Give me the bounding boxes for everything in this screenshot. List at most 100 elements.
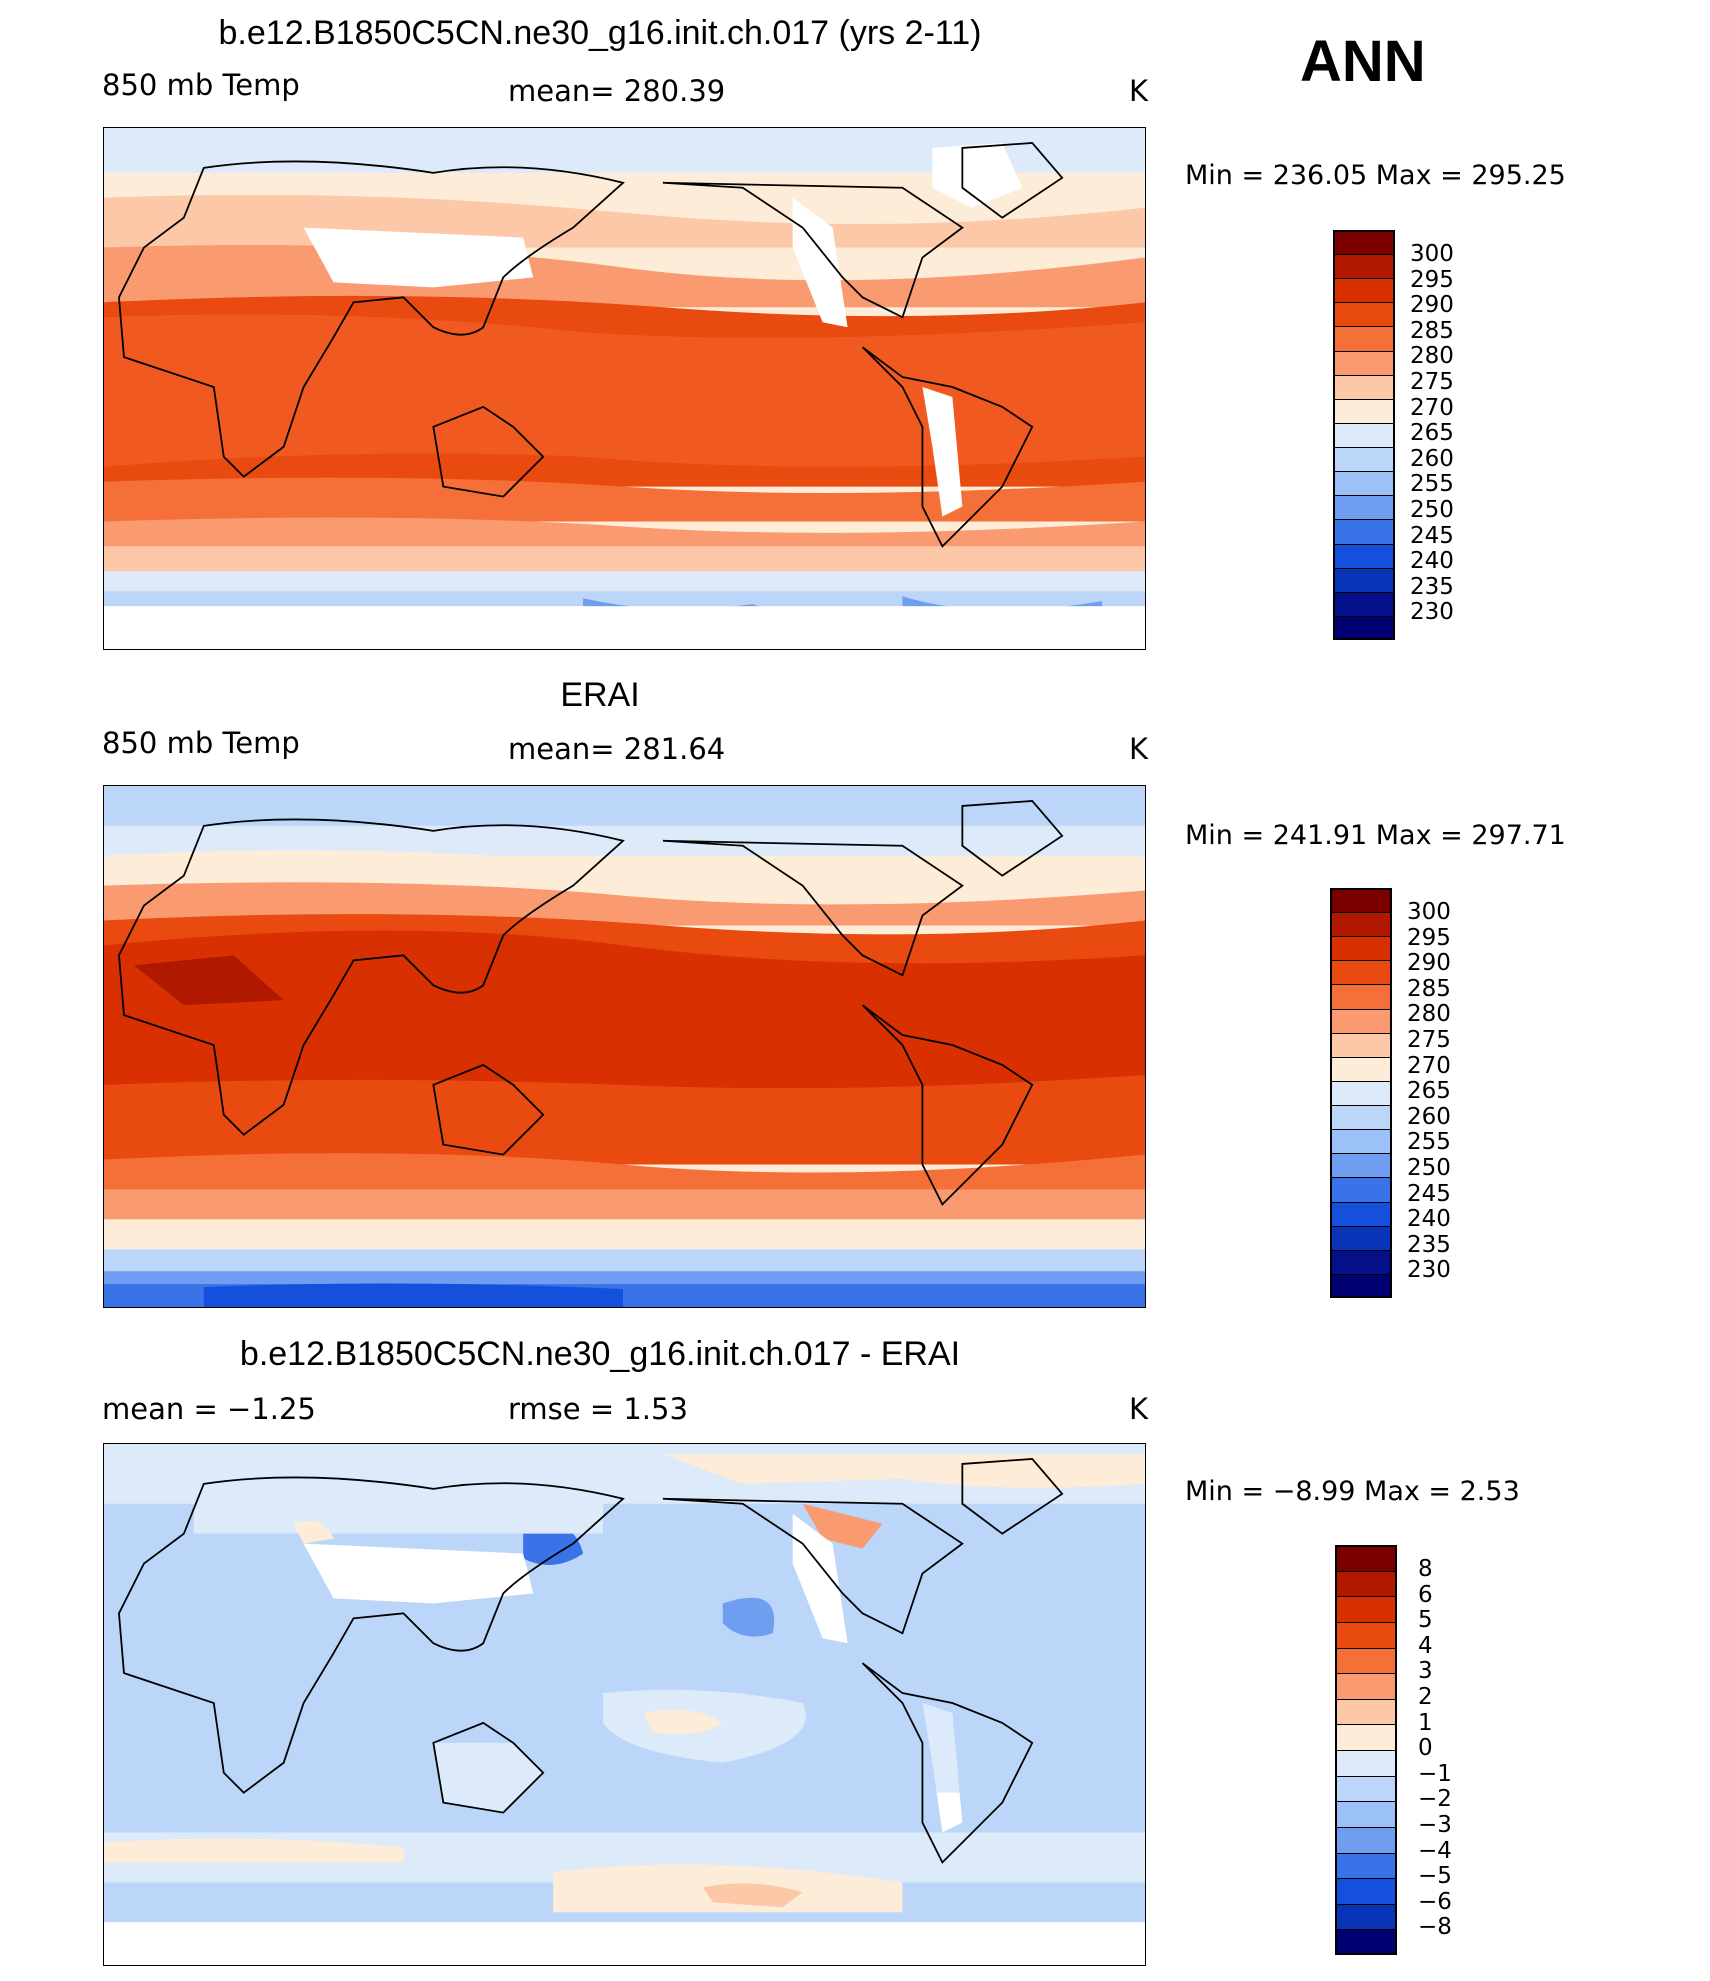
colorbar-segment (1335, 1570, 1397, 1597)
colorbar-tick-label: 6 (1418, 1581, 1433, 1608)
colorbar-segment (1330, 1056, 1392, 1081)
panel-2-colorbar (1330, 888, 1392, 1298)
colorbar-segment (1333, 471, 1395, 496)
colorbar-segment (1335, 1673, 1397, 1699)
colorbar-tick-label: 240 (1407, 1206, 1451, 1233)
colorbar-segment (1333, 591, 1395, 616)
colorbar-tick-label: 275 (1407, 1027, 1451, 1053)
colorbar-segment (1333, 302, 1395, 327)
colorbar-segment (1335, 1929, 1397, 1955)
colorbar-segment (1333, 230, 1395, 255)
colorbar-tick-label: 250 (1407, 1155, 1451, 1181)
colorbar-tick-label: 280 (1410, 343, 1454, 370)
colorbar-segment (1335, 1903, 1397, 1930)
colorbar-tick-label: −6 (1418, 1888, 1452, 1915)
colorbar-segment (1335, 1724, 1397, 1750)
colorbar-segment (1335, 1878, 1397, 1904)
colorbar-tick-label: 290 (1410, 292, 1454, 319)
colorbar-segment (1330, 912, 1392, 937)
colorbar-segment (1333, 422, 1395, 448)
panel-1-map-svg (104, 128, 1145, 649)
panel-3-colorbar-frame (1335, 1545, 1397, 1955)
panel-3-map-svg (104, 1444, 1145, 1965)
panel-3-colorbar (1335, 1545, 1397, 1955)
colorbar-segment (1333, 447, 1395, 472)
colorbar-tick-label: 265 (1407, 1078, 1451, 1105)
panel-1-colorbar-frame (1333, 230, 1395, 640)
colorbar-tick-label: 235 (1407, 1231, 1451, 1258)
colorbar-segment (1333, 398, 1395, 423)
panel-3-mean-label: mean = −1.25 (102, 1392, 316, 1426)
colorbar-segment (1335, 1647, 1397, 1674)
colorbar-tick-label: 255 (1407, 1129, 1451, 1156)
colorbar-tick-label: 2 (1418, 1684, 1433, 1710)
panel-1-minmax: Min = 236.05 Max = 295.25 (1185, 160, 1566, 191)
colorbar-tick-label: 270 (1407, 1052, 1451, 1079)
colorbar-tick-label: −2 (1418, 1786, 1452, 1813)
colorbar-segment (1335, 1698, 1397, 1725)
colorbar-segment (1330, 1249, 1392, 1274)
colorbar-tick-label: −4 (1418, 1837, 1452, 1864)
colorbar-tick-label: 285 (1410, 317, 1454, 344)
colorbar-segment (1330, 1225, 1392, 1250)
colorbar-tick-label: 260 (1407, 1103, 1451, 1130)
colorbar-tick-label: 290 (1407, 950, 1451, 977)
colorbar-segment (1333, 495, 1395, 520)
panel-1-map (103, 127, 1146, 650)
colorbar-tick-label: 4 (1418, 1632, 1433, 1659)
panel-3-rmse-label: rmse = 1.53 (508, 1392, 688, 1426)
colorbar-tick-label: −1 (1418, 1760, 1452, 1787)
panel-3-title: b.e12.B1850C5CN.ne30_g16.init.ch.017 - E… (239, 1335, 961, 1373)
colorbar-tick-label: 295 (1410, 266, 1454, 293)
panel-2-map-svg (104, 786, 1145, 1307)
colorbar-segment (1333, 519, 1395, 544)
colorbar-segment (1330, 1201, 1392, 1226)
colorbar-segment (1335, 1621, 1397, 1648)
colorbar-tick-label: 0 (1418, 1735, 1433, 1762)
colorbar-segment (1335, 1801, 1397, 1827)
season-label: ANN (1300, 29, 1426, 94)
colorbar-segment (1330, 1153, 1392, 1178)
panel-1-variable-label: 850 mb Temp (102, 68, 300, 102)
panel-2-colorbar-frame (1330, 888, 1392, 1298)
panel-3-map (103, 1443, 1146, 1966)
colorbar-segment (1333, 278, 1395, 303)
colorbar-segment (1330, 1177, 1392, 1202)
panel-2-map (103, 785, 1146, 1308)
colorbar-tick-label: 250 (1410, 497, 1454, 523)
panel-1-colorbar (1333, 230, 1395, 640)
colorbar-segment (1333, 543, 1395, 568)
colorbar-segment (1333, 254, 1395, 279)
colorbar-tick-label: 255 (1410, 471, 1454, 498)
colorbar-segment (1335, 1852, 1397, 1879)
colorbar-segment (1335, 1596, 1397, 1622)
panel-1-units: K (1129, 74, 1149, 108)
colorbar-tick-label: −8 (1418, 1914, 1452, 1941)
colorbar-tick-label: 285 (1407, 975, 1451, 1002)
colorbar-tick-label: 230 (1407, 1257, 1451, 1284)
colorbar-segment (1330, 1105, 1392, 1130)
colorbar-segment (1330, 960, 1392, 985)
colorbar-segment (1333, 374, 1395, 399)
colorbar-segment (1335, 1826, 1397, 1853)
colorbar-tick-label: 270 (1410, 394, 1454, 421)
panel-2-variable-label: 850 mb Temp (102, 726, 300, 760)
colorbar-segment (1330, 1273, 1392, 1298)
panel-3-minmax: Min = −8.99 Max = 2.53 (1185, 1476, 1520, 1507)
colorbar-tick-label: 280 (1407, 1001, 1451, 1028)
panel-2-mean-label: mean= 281.64 (508, 732, 726, 766)
colorbar-tick-label: 275 (1410, 369, 1454, 395)
colorbar-tick-label: 260 (1410, 445, 1454, 472)
colorbar-tick-label: 235 (1410, 573, 1454, 600)
panel-3-units: K (1129, 1392, 1149, 1426)
colorbar-segment (1333, 615, 1395, 640)
colorbar-tick-label: −5 (1418, 1863, 1452, 1890)
colorbar-tick-label: 230 (1410, 599, 1454, 626)
panel-2-minmax: Min = 241.91 Max = 297.71 (1185, 820, 1566, 851)
colorbar-tick-label: 300 (1407, 899, 1451, 925)
colorbar-tick-label: 300 (1410, 241, 1454, 267)
colorbar-tick-label: 245 (1407, 1180, 1451, 1207)
colorbar-tick-label: 1 (1418, 1709, 1433, 1736)
colorbar-tick-label: 240 (1410, 548, 1454, 575)
colorbar-tick-label: −3 (1418, 1812, 1452, 1838)
